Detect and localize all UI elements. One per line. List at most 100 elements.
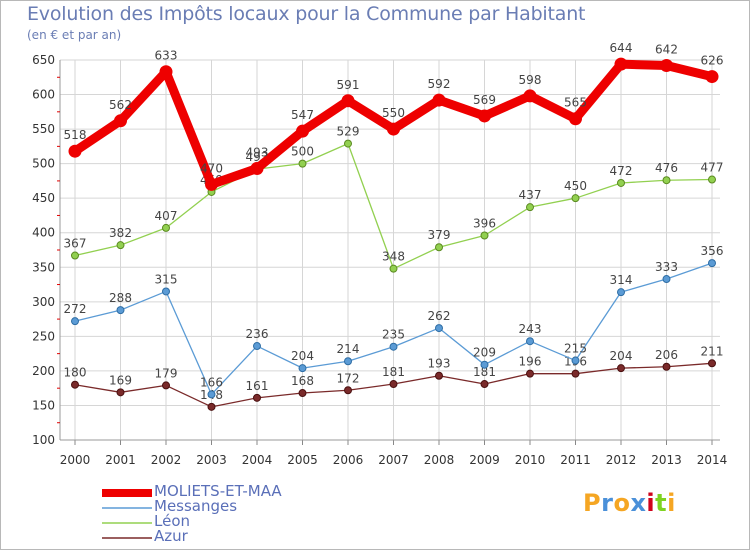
data-point: [617, 178, 625, 187]
data-point: [617, 364, 625, 373]
data-label: 477: [701, 161, 724, 175]
data-label: 168: [291, 374, 314, 388]
data-label: 204: [291, 349, 314, 363]
data-point: [571, 369, 580, 378]
data-label: 565: [564, 96, 587, 110]
data-label: 196: [519, 355, 542, 369]
data-point: [571, 194, 580, 203]
data-label: 272: [64, 302, 87, 316]
data-label: 379: [428, 228, 451, 242]
data-point: [298, 364, 307, 373]
data-point: [344, 386, 352, 395]
data-label: 235: [382, 328, 405, 342]
data-point: [614, 57, 628, 71]
data-point: [571, 356, 580, 365]
data-label: 193: [428, 357, 451, 371]
data-point: [662, 275, 671, 284]
logo-letter: i: [667, 489, 676, 517]
y-tick-label: 650: [32, 53, 55, 67]
data-label: 382: [109, 226, 132, 240]
data-label: 396: [473, 216, 496, 230]
data-point: [432, 93, 446, 107]
data-label: 407: [155, 209, 178, 223]
data-point: [569, 112, 582, 126]
x-tick-label: 2004: [242, 453, 273, 467]
x-tick-label: 2010: [515, 453, 546, 467]
data-point: [162, 223, 170, 232]
logo-letter: t: [655, 489, 668, 517]
x-tick-label: 2011: [560, 453, 591, 467]
data-point: [114, 114, 127, 128]
chart-subtitle: (en € et par an): [27, 28, 122, 42]
data-label: 569: [473, 93, 496, 107]
data-point: [526, 203, 534, 212]
y-tick-label: 600: [32, 88, 55, 102]
data-point: [298, 159, 307, 168]
data-label: 437: [519, 188, 542, 202]
legend-label: Messanges: [154, 497, 238, 515]
data-label: 214: [337, 342, 360, 356]
data-label: 547: [291, 108, 314, 122]
chart-title: Evolution des Impôts locaux pour la Comm…: [27, 3, 586, 25]
data-point: [480, 360, 489, 369]
data-label: 450: [564, 179, 587, 193]
y-tick-label: 400: [32, 226, 55, 240]
logo-letter: o: [613, 489, 631, 517]
x-tick-label: 2013: [651, 453, 682, 467]
y-tick-label: 150: [32, 398, 55, 412]
y-tick-label: 350: [32, 260, 55, 274]
data-label: 333: [655, 260, 678, 274]
data-point: [341, 94, 355, 108]
x-tick-label: 2006: [333, 453, 364, 467]
logo-letter: P: [583, 489, 602, 517]
y-tick-label: 550: [32, 122, 55, 136]
y-tick-label: 450: [32, 191, 55, 205]
y-tick-label: 500: [32, 157, 55, 171]
data-label: 209: [473, 346, 496, 360]
data-point: [389, 342, 398, 351]
y-tick-label: 300: [32, 295, 55, 309]
data-point: [435, 371, 443, 380]
x-tick-label: 2001: [105, 453, 136, 467]
data-point: [116, 241, 125, 250]
data-point: [344, 357, 352, 366]
data-label: 166: [200, 375, 223, 389]
x-tick-label: 2000: [60, 453, 91, 467]
data-label: 172: [337, 371, 360, 385]
data-point: [480, 380, 489, 389]
x-tick-label: 2005: [287, 453, 318, 467]
data-label: 215: [564, 342, 587, 356]
data-label: 550: [382, 106, 405, 120]
data-point: [68, 144, 82, 158]
data-point: [389, 380, 398, 389]
data-label: 633: [155, 49, 178, 63]
data-label: 243: [519, 322, 542, 336]
data-point: [708, 259, 716, 268]
x-tick-label: 2014: [697, 453, 728, 467]
data-label: 598: [519, 73, 542, 87]
data-label: 181: [473, 365, 496, 379]
data-label: 529: [337, 125, 360, 139]
data-label: 356: [701, 244, 724, 258]
data-label: 470: [200, 161, 223, 175]
data-point: [344, 139, 352, 148]
x-tick-label: 2008: [424, 453, 455, 467]
data-point: [253, 393, 261, 402]
data-point: [71, 317, 79, 326]
data-point: [389, 264, 398, 273]
logo-letter: i: [646, 489, 656, 517]
x-tick-label: 2009: [469, 453, 500, 467]
data-label: 180: [64, 366, 87, 380]
data-point: [480, 231, 489, 240]
data-point: [660, 59, 673, 73]
legend-label: MOLIETS-ET-MAA: [154, 482, 282, 500]
data-label: 169: [109, 373, 132, 387]
data-label: 204: [610, 349, 633, 363]
data-point: [159, 65, 173, 79]
y-tick-label: 200: [32, 364, 55, 378]
data-point: [207, 390, 216, 399]
data-label: 179: [155, 366, 178, 380]
data-point: [705, 70, 719, 84]
data-point: [162, 287, 170, 296]
